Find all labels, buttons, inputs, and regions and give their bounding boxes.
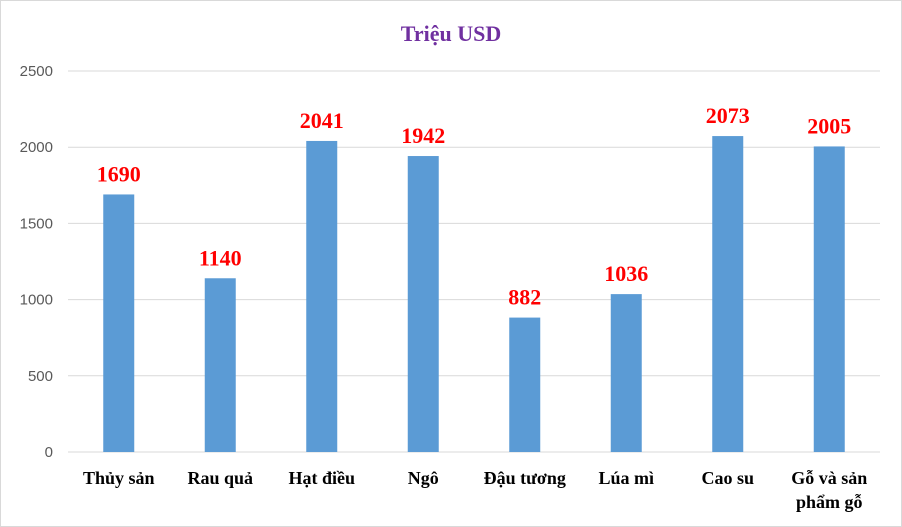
bar [509,317,541,452]
bar [610,294,642,452]
bars [103,136,845,453]
x-category-label: phẩm gỗ [796,492,863,512]
x-category-label: Ngô [408,468,439,488]
bar [407,156,439,453]
x-category-label: Gỗ và sản [791,468,867,488]
x-category-label: Cao su [701,468,754,488]
data-label: 1036 [604,261,648,286]
bar [306,140,338,452]
data-label: 1942 [401,123,445,148]
data-label: 2073 [706,103,750,128]
data-label: 882 [508,285,541,310]
bar [813,146,845,453]
data-label: 2005 [807,113,851,138]
x-category-label: Rau quả [187,468,253,488]
y-tick-label: 1000 [20,292,53,309]
gridlines [68,70,880,453]
bar [712,136,744,452]
data-label: 1140 [199,245,242,270]
bar [204,278,236,452]
x-axis-category-labels: Thủy sản Rau quả Hạt điều Ngô Đậu tương Lúa m… [83,468,867,512]
y-tick-label: 1500 [20,215,53,232]
x-category-label: Lúa mì [598,468,654,488]
bar [103,194,135,452]
x-category-label: Thủy sản [83,468,155,488]
y-tick-label: 2500 [20,63,53,80]
y-tick-label: 500 [28,368,53,385]
data-labels: 1690 1140 2041 1942 882 1036 2073 2005 [97,103,852,310]
x-category-label: Hạt điều [288,468,355,488]
y-axis-tick-labels: 0 500 1000 1500 2000 2500 [20,63,53,461]
data-label: 1690 [97,161,141,186]
chart-title: Triệu USD [401,21,501,46]
data-label: 2041 [300,108,344,133]
y-tick-label: 2000 [20,139,53,156]
x-category-label: Đậu tương [484,468,566,488]
y-tick-label: 0 [45,444,53,461]
